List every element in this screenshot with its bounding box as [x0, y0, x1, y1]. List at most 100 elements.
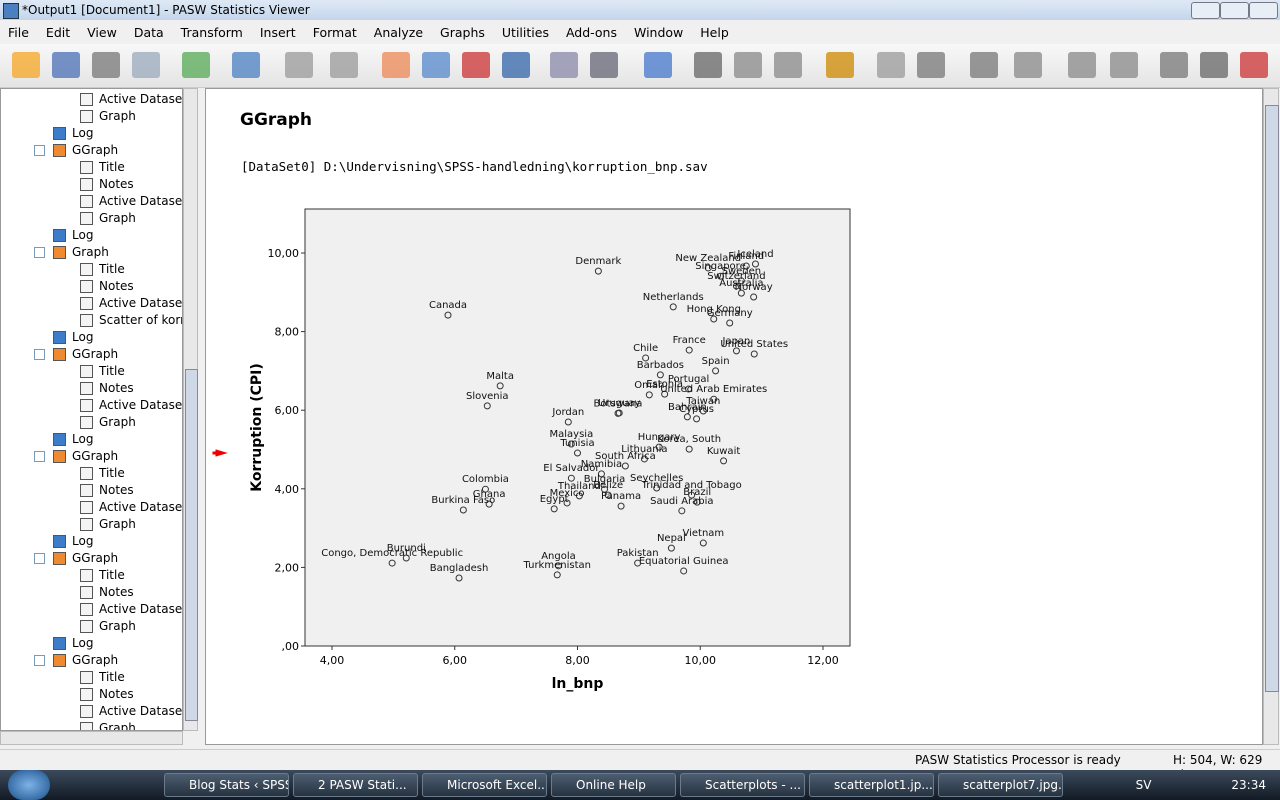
tree-item[interactable]: Active Dataset	[80, 397, 182, 413]
taskbar-button[interactable]: 2 PASW Stati...	[293, 773, 418, 797]
menu-item[interactable]: Utilities	[501, 24, 549, 40]
taskbar-button[interactable]: Online Help	[551, 773, 676, 797]
toolbar-button[interactable]	[590, 52, 618, 78]
tree-item[interactable]: Graph	[80, 414, 136, 430]
tree-item[interactable]: GGraph	[53, 550, 118, 566]
expander[interactable]	[34, 553, 45, 564]
start-button[interactable]	[8, 770, 50, 800]
menu-item[interactable]: View	[87, 24, 117, 40]
toolbar-button[interactable]	[1014, 52, 1042, 78]
tree-item[interactable]: Active Dataset	[80, 703, 182, 719]
toolbar-button[interactable]	[550, 52, 578, 78]
menu-item[interactable]: Help	[700, 24, 729, 40]
taskbar-button[interactable]: scatterplot7.jpg...	[938, 773, 1063, 797]
tree-item[interactable]: Graph	[80, 108, 136, 124]
expander[interactable]	[34, 247, 45, 258]
toolbar-button[interactable]	[52, 52, 80, 78]
tree-item[interactable]: Notes	[80, 380, 134, 396]
tree-item[interactable]: Graph	[80, 618, 136, 634]
tree-hscrollbar[interactable]	[0, 731, 183, 745]
toolbar-button[interactable]	[462, 52, 490, 78]
toolbar-button[interactable]	[132, 52, 160, 78]
scroll-thumb[interactable]	[1265, 105, 1279, 692]
expander[interactable]	[34, 349, 45, 360]
toolbar-button[interactable]	[92, 52, 120, 78]
tree-item[interactable]: Graph	[80, 720, 136, 730]
toolbar-button[interactable]	[1240, 52, 1268, 78]
toolbar-button[interactable]	[182, 52, 210, 78]
tree-item[interactable]: Log	[53, 635, 93, 651]
tree-item[interactable]: Graph	[80, 210, 136, 226]
minimize-button[interactable]	[1191, 2, 1220, 19]
tree-item[interactable]: Title	[80, 363, 125, 379]
expander[interactable]	[34, 451, 45, 462]
tree-item[interactable]: Notes	[80, 686, 134, 702]
tree-item[interactable]: Notes	[80, 278, 134, 294]
toolbar-button[interactable]	[502, 52, 530, 78]
tree-item[interactable]: Title	[80, 465, 125, 481]
menu-item[interactable]: Edit	[45, 24, 71, 40]
taskbar-button[interactable]: Scatterplots - ...	[680, 773, 805, 797]
toolbar-button[interactable]	[1068, 52, 1096, 78]
scroll-thumb[interactable]	[185, 369, 198, 721]
tree-item[interactable]: GGraph	[53, 346, 118, 362]
toolbar-button[interactable]	[774, 52, 802, 78]
tree-item[interactable]: GGraph	[53, 652, 118, 668]
tree-item[interactable]: GGraph	[53, 142, 118, 158]
toolbar-button[interactable]	[1200, 52, 1228, 78]
menu-item[interactable]: File	[8, 24, 29, 40]
tree-item[interactable]: Active Dataset	[80, 295, 182, 311]
tree-item[interactable]: GGraph	[53, 448, 118, 464]
toolbar-button[interactable]	[1110, 52, 1138, 78]
tree-item[interactable]: Log	[53, 533, 93, 549]
taskbar-button[interactable]: scatterplot1.jp...	[809, 773, 934, 797]
toolbar-button[interactable]	[12, 52, 40, 78]
tree-item[interactable]: Title	[80, 159, 125, 175]
toolbar-button[interactable]	[285, 52, 313, 78]
tree-item[interactable]: Log	[53, 329, 93, 345]
tree-item[interactable]: Log	[53, 227, 93, 243]
tree-item[interactable]: Active Dataset	[80, 499, 182, 515]
expander[interactable]	[34, 655, 45, 666]
menu-item[interactable]: Data	[133, 24, 164, 40]
expander[interactable]	[34, 145, 45, 156]
tree-item[interactable]: Notes	[80, 584, 134, 600]
tree-item[interactable]: Active Dataset	[80, 601, 182, 617]
tree-item[interactable]: Notes	[80, 176, 134, 192]
viewer-scrollbar[interactable]	[1263, 88, 1279, 745]
taskbar-button[interactable]: Microsoft Excel...	[422, 773, 547, 797]
tree-item[interactable]: Log	[53, 431, 93, 447]
menu-item[interactable]: Transform	[180, 24, 243, 40]
tree-item[interactable]: Scatter of korru	[80, 312, 182, 328]
tree-item[interactable]: Active Dataset	[80, 91, 182, 107]
tree-item[interactable]: Notes	[80, 482, 134, 498]
toolbar-button[interactable]	[644, 52, 672, 78]
tree-item[interactable]: Title	[80, 669, 125, 685]
taskbar-button[interactable]: Blog Stats ‹ SPSS...	[164, 773, 289, 797]
tree-item[interactable]: Graph	[53, 244, 109, 260]
tree-scrollbar[interactable]	[183, 88, 198, 731]
toolbar-button[interactable]	[917, 52, 945, 78]
toolbar-button[interactable]	[877, 52, 905, 78]
tree-item[interactable]: Active Dataset	[80, 193, 182, 209]
menu-item[interactable]: Insert	[259, 24, 296, 40]
toolbar-button[interactable]	[826, 52, 854, 78]
toolbar-button[interactable]	[1160, 52, 1188, 78]
toolbar-button[interactable]	[694, 52, 722, 78]
maximize-button[interactable]	[1220, 2, 1249, 19]
toolbar-button[interactable]	[422, 52, 450, 78]
tree-item[interactable]: Log	[53, 125, 93, 141]
menu-item[interactable]: Graphs	[440, 24, 485, 40]
toolbar-button[interactable]	[734, 52, 762, 78]
toolbar-button[interactable]	[330, 52, 358, 78]
menu-item[interactable]: Add-ons	[565, 24, 617, 40]
close-button[interactable]	[1249, 2, 1278, 19]
menu-item[interactable]: Format	[312, 24, 357, 40]
toolbar-button[interactable]	[382, 52, 410, 78]
toolbar-button[interactable]	[232, 52, 260, 78]
tree-item[interactable]: Title	[80, 567, 125, 583]
tree-item[interactable]: Graph	[80, 516, 136, 532]
tree-item[interactable]: Title	[80, 261, 125, 277]
menu-item[interactable]: Window	[633, 24, 684, 40]
menu-item[interactable]: Analyze	[373, 24, 424, 40]
